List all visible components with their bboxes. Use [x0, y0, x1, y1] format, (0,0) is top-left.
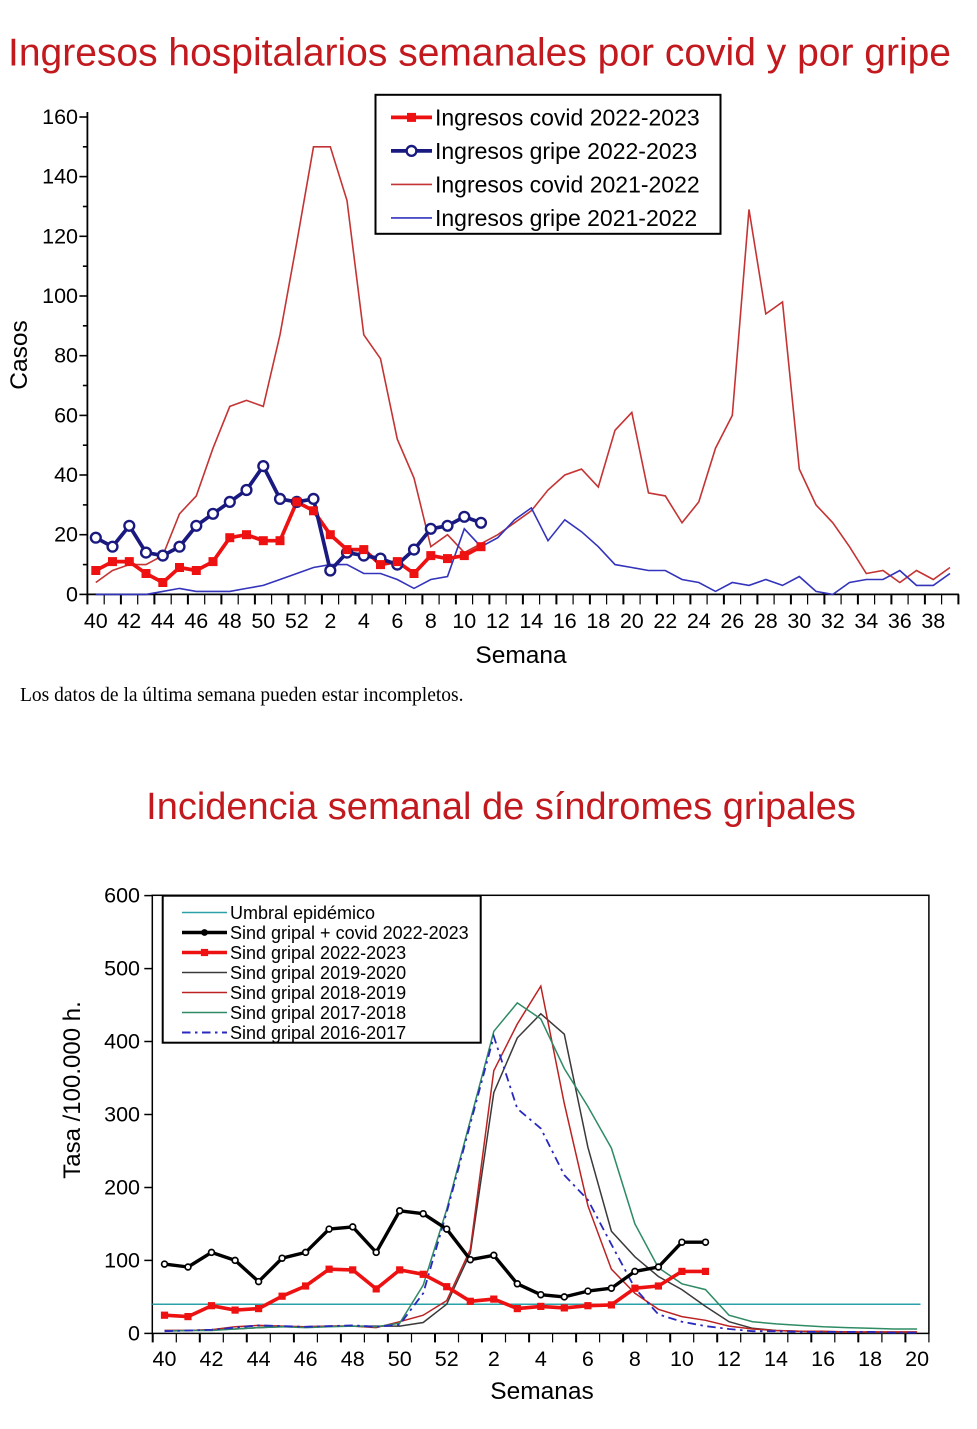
svg-text:50: 50: [388, 1347, 412, 1371]
svg-text:200: 200: [104, 1176, 140, 1200]
svg-text:20: 20: [54, 523, 78, 547]
svg-text:Umbral epidémico: Umbral epidémico: [230, 903, 375, 923]
svg-text:10: 10: [452, 609, 476, 633]
svg-text:42: 42: [200, 1347, 224, 1371]
svg-text:40: 40: [54, 463, 78, 487]
svg-text:Ingresos gripe 2022-2023: Ingresos gripe 2022-2023: [435, 138, 697, 164]
svg-text:2: 2: [488, 1347, 500, 1371]
svg-text:8: 8: [425, 609, 437, 633]
svg-text:50: 50: [251, 609, 275, 633]
svg-text:52: 52: [285, 609, 309, 633]
svg-text:Incidencia semanal de síndrome: Incidencia semanal de síndromes gripales: [146, 786, 856, 828]
svg-text:6: 6: [391, 609, 403, 633]
svg-text:300: 300: [104, 1103, 140, 1127]
svg-text:80: 80: [54, 344, 78, 368]
svg-text:40: 40: [153, 1347, 177, 1371]
svg-text:28: 28: [754, 609, 778, 633]
svg-text:20: 20: [620, 609, 644, 633]
svg-text:48: 48: [341, 1347, 365, 1371]
svg-text:48: 48: [218, 609, 242, 633]
svg-text:60: 60: [54, 403, 78, 427]
svg-text:40: 40: [84, 609, 108, 633]
svg-text:Ingresos hospitalarios semanal: Ingresos hospitalarios semanales por cov…: [8, 32, 951, 75]
svg-text:8: 8: [629, 1347, 641, 1371]
svg-text:Sind gripal 2022-2023: Sind gripal 2022-2023: [230, 943, 406, 963]
svg-text:12: 12: [486, 609, 510, 633]
svg-text:Casos: Casos: [6, 320, 33, 389]
svg-text:Semana: Semana: [475, 642, 567, 669]
svg-text:160: 160: [42, 105, 78, 129]
svg-text:Sind gripal + covid 2022-2023: Sind gripal + covid 2022-2023: [230, 923, 469, 943]
svg-text:32: 32: [821, 609, 845, 633]
svg-text:20: 20: [905, 1347, 929, 1371]
svg-text:16: 16: [811, 1347, 835, 1371]
svg-text:16: 16: [553, 609, 577, 633]
svg-text:0: 0: [128, 1321, 140, 1345]
svg-text:14: 14: [519, 609, 543, 633]
svg-text:Sind gripal 2018-2019: Sind gripal 2018-2019: [230, 983, 406, 1003]
svg-text:18: 18: [586, 609, 610, 633]
svg-text:500: 500: [104, 957, 140, 981]
svg-text:14: 14: [764, 1347, 788, 1371]
svg-text:Ingresos covid 2022-2023: Ingresos covid 2022-2023: [435, 104, 700, 130]
svg-text:10: 10: [670, 1347, 694, 1371]
svg-text:12: 12: [717, 1347, 741, 1371]
svg-text:0: 0: [66, 582, 78, 606]
svg-text:34: 34: [854, 609, 878, 633]
svg-text:22: 22: [653, 609, 677, 633]
svg-text:600: 600: [104, 884, 140, 908]
svg-text:46: 46: [294, 1347, 318, 1371]
svg-text:4: 4: [535, 1347, 547, 1371]
svg-text:6: 6: [582, 1347, 594, 1371]
svg-text:140: 140: [42, 165, 78, 189]
svg-text:42: 42: [117, 609, 141, 633]
svg-text:36: 36: [888, 609, 912, 633]
svg-text:Sind gripal 2019-2020: Sind gripal 2019-2020: [230, 963, 406, 983]
svg-text:24: 24: [687, 609, 711, 633]
svg-text:Ingresos covid 2021-2022: Ingresos covid 2021-2022: [435, 171, 700, 197]
svg-text:2: 2: [324, 609, 336, 633]
svg-text:38: 38: [921, 609, 945, 633]
svg-text:44: 44: [151, 609, 175, 633]
svg-text:120: 120: [42, 224, 78, 248]
svg-text:Sind gripal 2017-2018: Sind gripal 2017-2018: [230, 1003, 406, 1023]
svg-text:Sind gripal 2016-2017: Sind gripal 2016-2017: [230, 1023, 406, 1043]
svg-text:26: 26: [720, 609, 744, 633]
svg-text:Los datos de la última semana: Los datos de la última semana pueden est…: [20, 685, 464, 706]
svg-text:18: 18: [858, 1347, 882, 1371]
svg-text:Ingresos gripe 2021-2022: Ingresos gripe 2021-2022: [435, 205, 697, 231]
svg-text:4: 4: [358, 609, 370, 633]
svg-text:46: 46: [184, 609, 208, 633]
svg-text:44: 44: [247, 1347, 271, 1371]
svg-text:100: 100: [42, 284, 78, 308]
svg-text:100: 100: [104, 1248, 140, 1272]
svg-text:Semanas: Semanas: [490, 1378, 594, 1405]
svg-text:400: 400: [104, 1030, 140, 1054]
svg-text:Tasa /100.000 h.: Tasa /100.000 h.: [59, 1001, 86, 1178]
svg-text:52: 52: [435, 1347, 459, 1371]
svg-text:30: 30: [787, 609, 811, 633]
